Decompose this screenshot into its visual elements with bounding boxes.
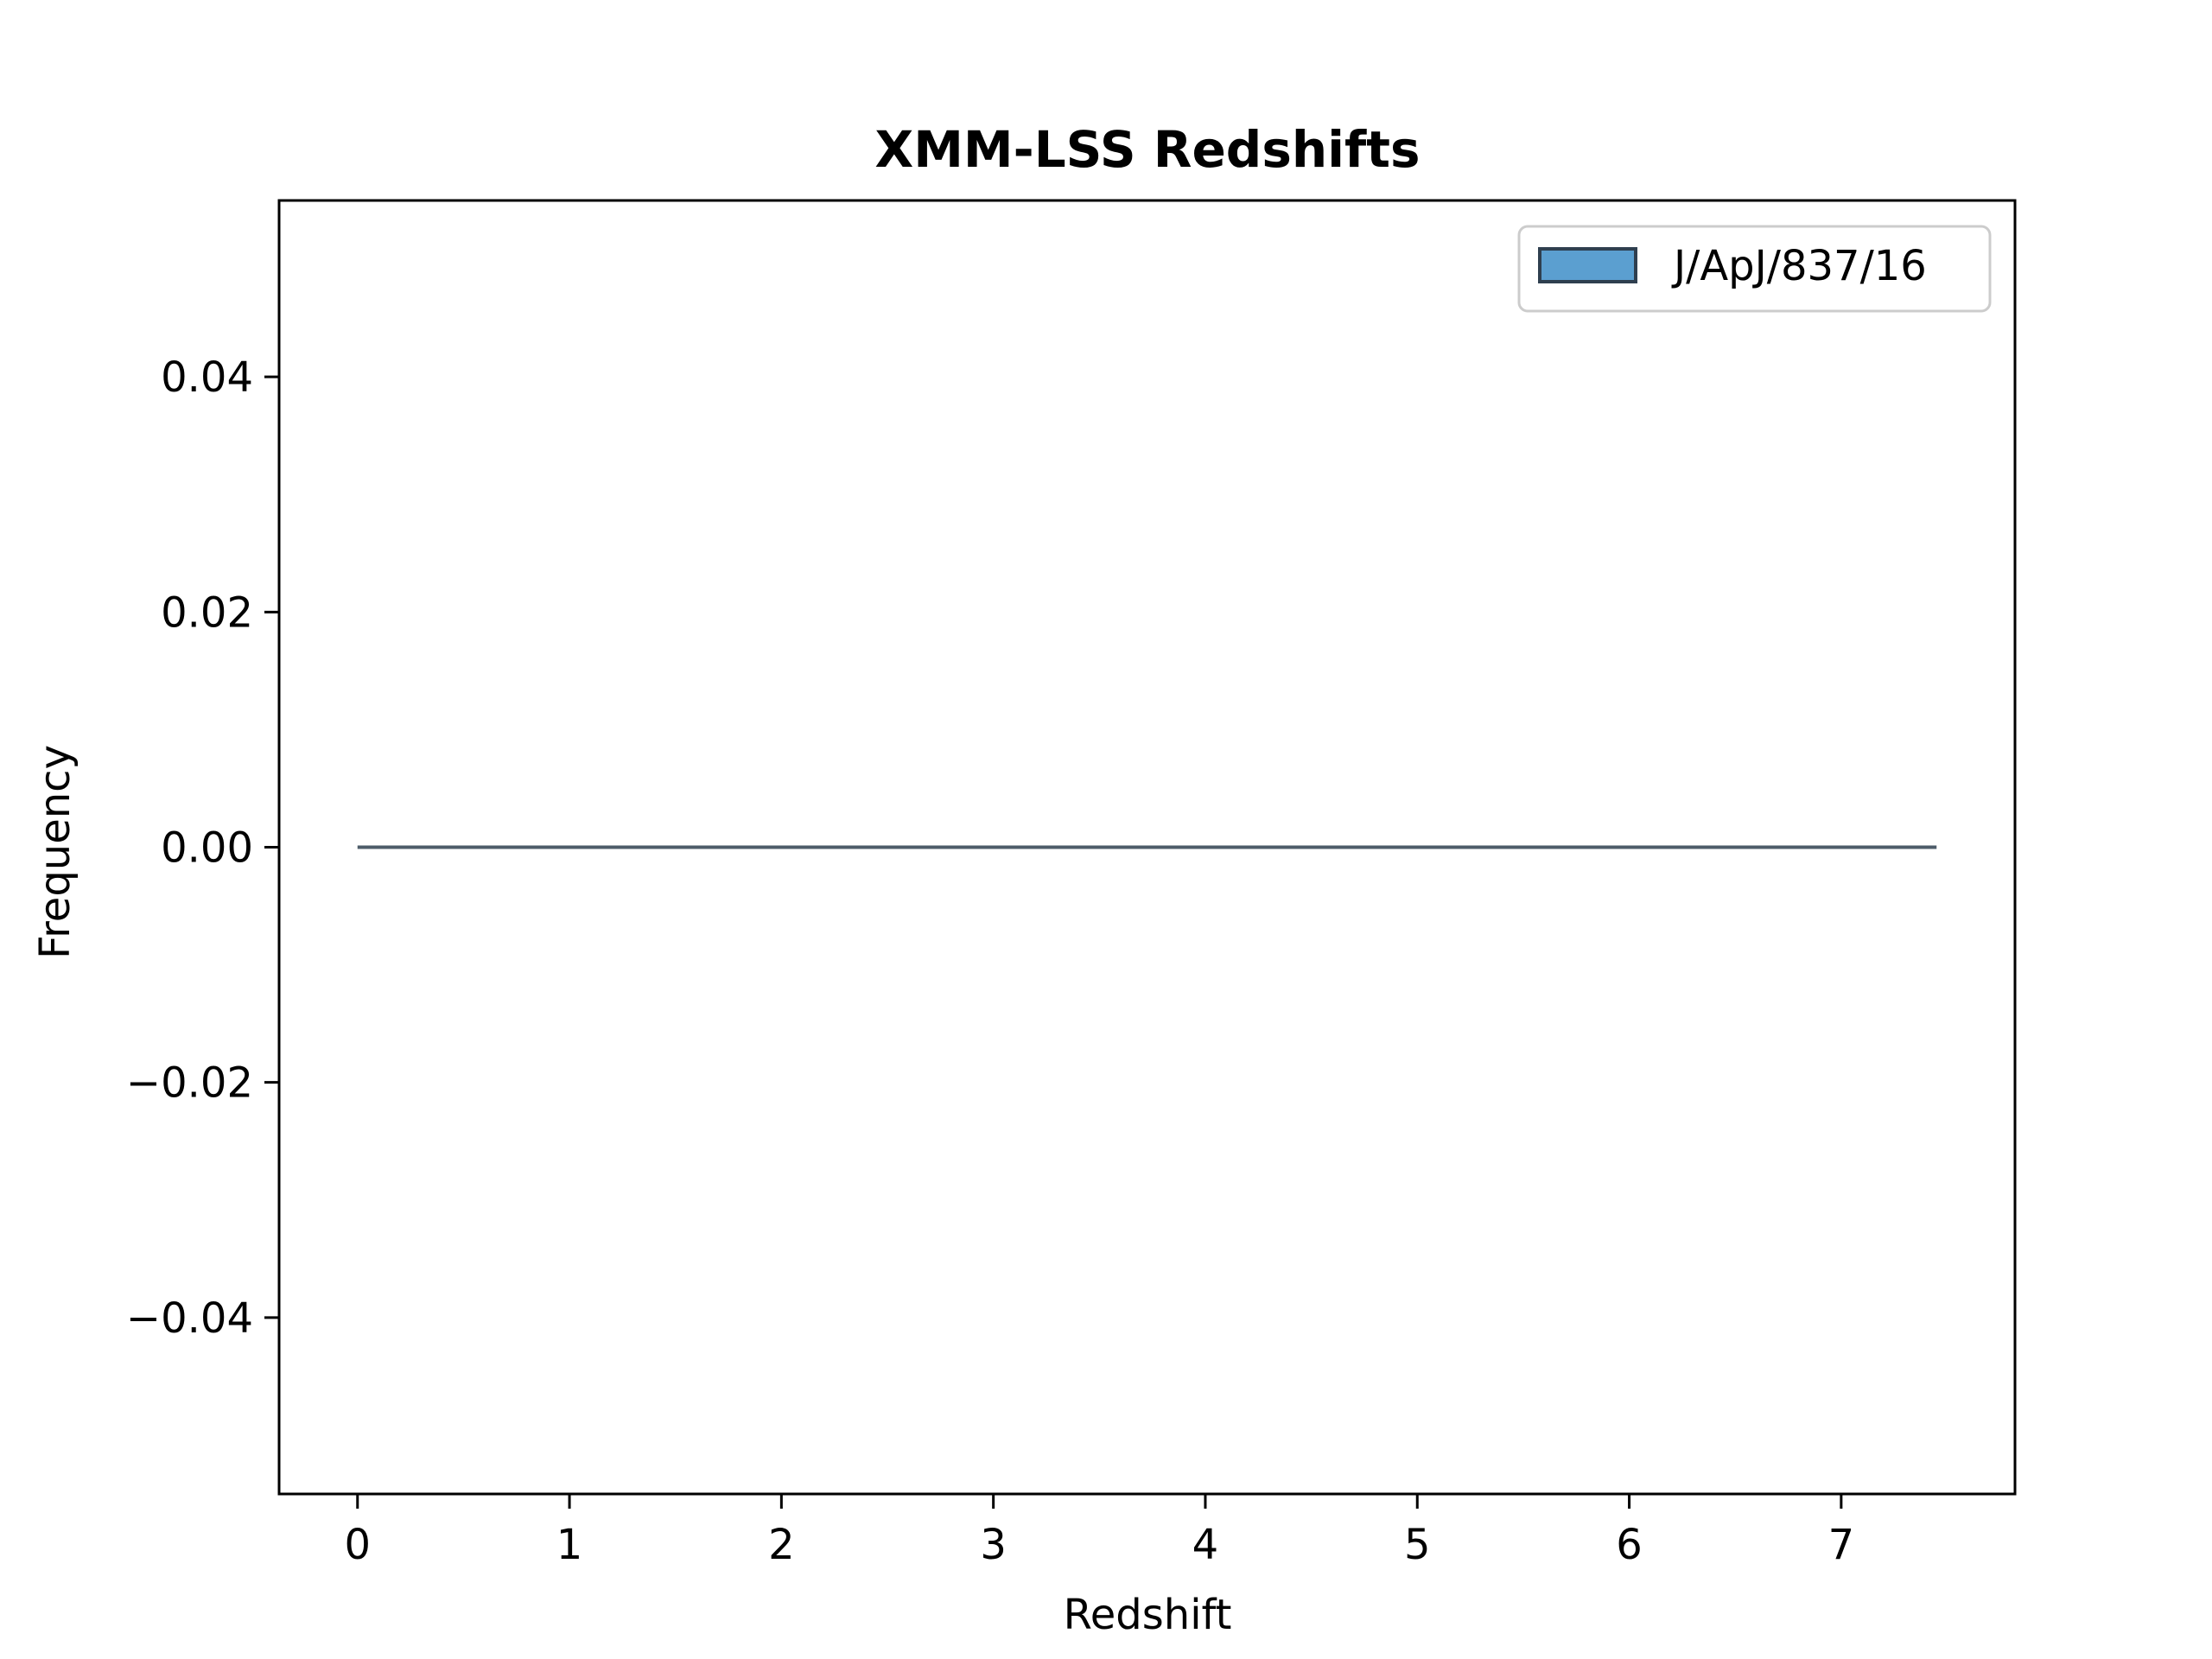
y-tick-label: −0.02 bbox=[126, 1059, 253, 1108]
legend: J/ApJ/837/16 bbox=[1517, 225, 1992, 313]
legend-label: J/ApJ/837/16 bbox=[1671, 242, 1927, 290]
x-tick-label: 1 bbox=[556, 1521, 583, 1569]
y-tick-label: 0.02 bbox=[161, 588, 253, 637]
x-tick-label: 0 bbox=[344, 1521, 371, 1569]
x-tick-label: 6 bbox=[1616, 1521, 1643, 1569]
y-axis-label: Frequency bbox=[31, 745, 79, 959]
x-tick-label: 2 bbox=[768, 1521, 795, 1569]
y-tick-label: 0.04 bbox=[161, 353, 253, 402]
x-axis-label: Redshift bbox=[1064, 1591, 1232, 1639]
x-axis: 0 1 2 3 4 5 6 7 bbox=[344, 1494, 1854, 1569]
x-tick-label: 3 bbox=[980, 1521, 1007, 1569]
x-tick-label: 4 bbox=[1192, 1521, 1219, 1569]
x-tick-label: 5 bbox=[1404, 1521, 1431, 1569]
y-tick-label: 0.00 bbox=[161, 824, 253, 873]
y-axis: −0.04 −0.02 0.00 0.02 0.04 bbox=[126, 353, 279, 1343]
x-tick-label: 7 bbox=[1828, 1521, 1855, 1569]
chart-title: XMM-LSS Redshifts bbox=[874, 120, 1420, 179]
legend-swatch bbox=[1538, 247, 1637, 283]
y-tick-label: −0.04 bbox=[126, 1294, 253, 1343]
